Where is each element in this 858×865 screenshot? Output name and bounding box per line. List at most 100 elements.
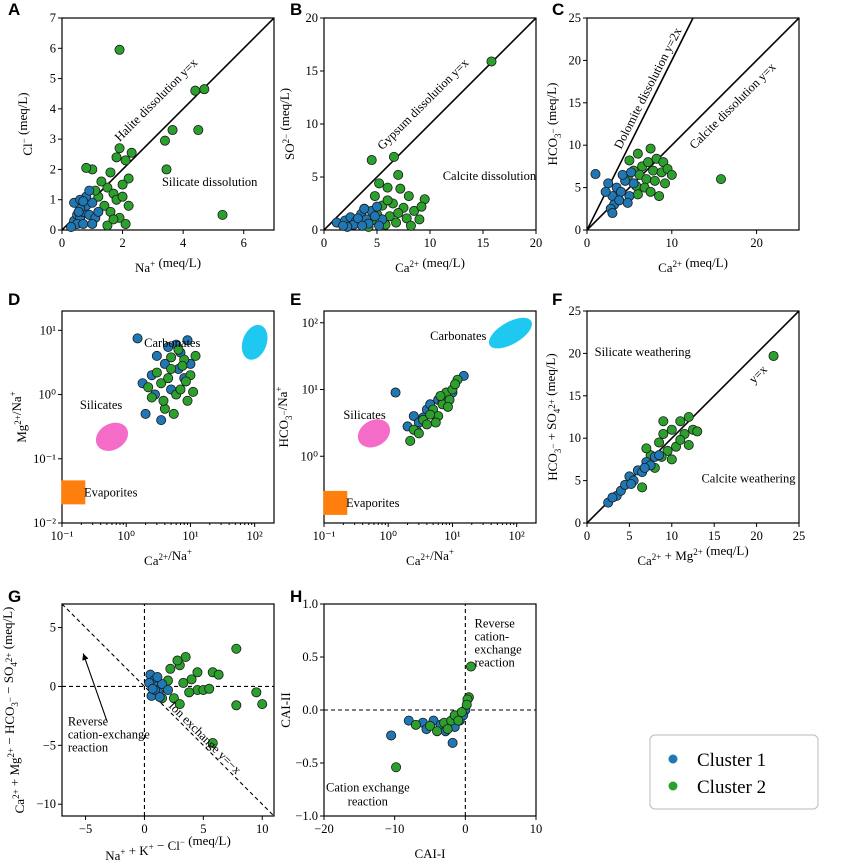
cluster2-point [193,125,204,136]
cluster1-point [147,683,158,694]
cluster1-point [87,218,98,229]
cluster1-point [151,350,162,361]
legend-marker-1 [668,754,678,764]
panel-c-ylabel-part: (meq/L) [544,83,559,129]
panel-e-ylabel-part: − [279,410,289,415]
panel-c-xtick-label: 0 [584,236,590,250]
panel-g: −5 0 5 10 −10 −5 0 5 Reversecation-exchangereact… [0,587,275,863]
panel-d-xlabel-part: Ca [144,553,159,568]
cluster2-point [108,214,119,225]
panel-h-annotation-cation-1: Cation exchange [326,781,410,795]
cluster1-point [357,220,368,231]
cluster2-point [165,663,176,674]
cluster2-point [199,84,210,95]
panel-e-letter: E [290,290,301,309]
cluster2-point [146,392,157,403]
panel-f-ytick-label: 15 [569,389,582,403]
panel-g-xlabel-part: Na [105,848,120,863]
panel-a-xlabel-part: Na [135,260,150,275]
panel-a-ytick-label: 3 [50,132,56,146]
panel-g-letter: G [8,587,21,606]
panel-d-xtick-label: 10² [247,529,264,543]
panel-d-ylabel-part: 2+ [13,415,23,425]
panel-a-ylabel-part: (meq/L) [15,92,30,138]
cluster2-point [99,200,110,211]
panel-f-xtick-label: 20 [750,529,763,543]
cluster2-point [401,213,412,224]
panel-b-xlabel: Ca2+ (meq/L) [395,255,465,275]
panel-d-xtick-label: 10⁻¹ [51,529,74,543]
panel-g-xtick-label: 10 [256,822,269,836]
cluster1-point [371,201,382,212]
cluster2-point [117,179,128,190]
panel-e-xtick-label: 10⁻¹ [313,529,336,543]
panel-c-xlabel-part: 2+ [673,259,683,269]
panel-f-ytick-label: 25 [569,304,582,318]
cluster2-point [683,411,694,422]
panel-f-ylabel: HCO3− + SO42+ (meq/L) [543,353,563,480]
cluster2-point [391,762,402,773]
panel-a-frame [61,17,275,231]
cluster2-point [102,220,113,231]
panel-c-ytick-label: 20 [569,53,582,67]
panel-d-ylabel: Mg2+/Na+ [8,391,29,443]
cluster2-point [391,217,402,228]
legend: Cluster 1 Cluster 2 [649,734,819,810]
panel-e-xlabel: Ca2+/Na+ [406,547,454,568]
cluster1-point [408,411,419,422]
cluster2-point [102,182,113,193]
cluster2-point [190,350,201,361]
panel-e-ylabel-part: 3 [284,415,294,420]
panel-a-xlabel-part: (meq/L) [155,255,201,270]
panel-c-xlabel-part: Ca [658,260,673,275]
panel-f-ytick-label: 5 [575,474,581,488]
panel-e-frame [323,310,537,524]
panel-h-annotation-reverse-2: cation- [475,629,510,643]
cluster1-point [182,335,193,346]
panel-d-xlabel: Ca2+/Na+ [144,547,192,568]
panel-d: 10⁻¹ 10⁰ 10¹ 10²10⁻²10⁻¹10⁰10¹CarbonatesSil… [8,290,275,568]
panel-e-ylabel: HCO3−/Na+ [274,387,294,448]
panel-c-annotation-dolomite: Dolomite dissolution y=2x [611,25,685,152]
cluster2-point [217,209,228,220]
panel-f-xtick-label: 25 [793,529,806,543]
cluster2-point [388,151,399,162]
panel-f-xlabel-part: + Mg [661,548,693,563]
panel-h-xtick-label: 10 [530,822,543,836]
panel-b: 0 5 10 15 20 0 5 10 15 20 Gypsum dissolution y=x Ca… [277,0,542,275]
panel-e-annotation-carbonates: Carbonates [430,329,486,343]
panel-f-xlabel: Ca2+ + Mg2+ (meq/L) [637,543,748,568]
cluster2-point [414,214,425,225]
panel-b-xtick-label: 20 [530,236,543,250]
cluster2-point [166,363,177,374]
cluster1-point [157,679,168,690]
cluster1-point [600,186,611,197]
cluster2-point [666,424,677,435]
cluster1-point [639,462,650,473]
panel-f-annotation-silicate: Silicate weathering [595,345,692,359]
panel-f-ylabel-part: 2+ [547,399,557,409]
panel-e-annotation-silicates: Silicates [343,408,385,422]
panel-e-xlabel-part: /Na [430,548,449,563]
panel-f-xlabel-part: Ca [637,553,652,568]
cluster2-point [643,157,654,168]
panel-h-annotation-reverse-1: Reverse [475,616,516,630]
cluster2-point [395,183,406,194]
panel-f-xtick-label: 0 [584,529,590,543]
cluster2-point [648,165,659,176]
panel-g-arrow [82,653,108,721]
panel-e: 10⁻¹ 10⁰ 10¹ 10² 10⁰ 10¹ 10² Carbonates Silicate… [274,290,537,568]
panel-a-ytick-label: 4 [50,102,57,116]
cluster2-point [177,360,188,371]
panel-d-letter: D [8,290,20,309]
cluster2-point [654,191,665,202]
panel-g-ylabel: Ca2+ + Mg2+ − HCO3− − SO42+ (meq/L) [0,607,27,814]
cluster2-point [369,191,380,202]
cluster2-point [624,155,635,166]
cluster1-point [622,197,633,208]
panel-h: −20 −10 0 10 −1.0 −0.5 0.0 0.5 1.0 Reversecation-… [278,587,542,861]
panel-g-xtick-label: −5 [79,822,92,836]
cluster2-point [167,125,178,136]
cluster2-point [159,135,170,146]
